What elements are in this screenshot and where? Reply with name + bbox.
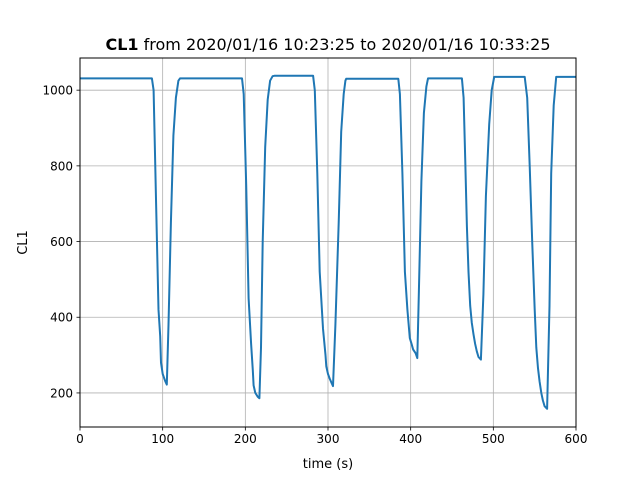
y-tick-label: 1000 xyxy=(42,84,73,98)
chart-title-rest: from 2020/01/16 10:23:25 to 2020/01/16 1… xyxy=(139,35,551,54)
x-tick-label: 600 xyxy=(565,432,588,446)
x-tick-label: 500 xyxy=(482,432,505,446)
plot-area xyxy=(80,74,576,410)
chart-title: CL1 from 2020/01/16 10:23:25 to 2020/01/… xyxy=(105,35,550,54)
y-tick-label: 200 xyxy=(50,386,73,400)
y-tick-label: 600 xyxy=(50,235,73,249)
series-line-cl1 xyxy=(80,74,576,410)
y-tick-label: 800 xyxy=(50,159,73,173)
x-tick-label: 100 xyxy=(151,432,174,446)
x-tick-label: 200 xyxy=(234,432,257,446)
x-axis-ticks: 0 100 200 300 400 500 600 xyxy=(76,427,587,446)
chart-title-bold: CL1 xyxy=(105,35,138,54)
y-axis-label: CL1 xyxy=(16,230,31,255)
x-tick-label: 400 xyxy=(399,432,422,446)
x-tick-label: 300 xyxy=(317,432,340,446)
x-tick-label: 0 xyxy=(76,432,84,446)
x-axis-label: time (s) xyxy=(303,457,353,472)
y-tick-label: 400 xyxy=(50,311,73,325)
y-axis-ticks: 200 400 600 800 1000 xyxy=(42,84,80,400)
